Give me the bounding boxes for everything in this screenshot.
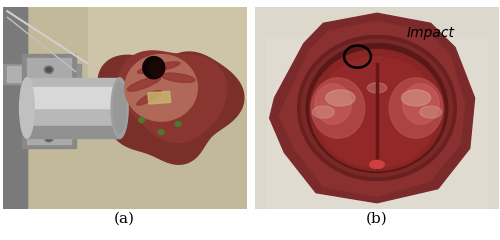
- Ellipse shape: [310, 49, 444, 170]
- Ellipse shape: [370, 160, 384, 168]
- Ellipse shape: [312, 106, 334, 118]
- Bar: [148, 91, 171, 104]
- Text: (b): (b): [366, 212, 388, 226]
- Ellipse shape: [402, 84, 439, 124]
- Ellipse shape: [162, 73, 195, 82]
- Bar: [88, 7, 246, 98]
- Polygon shape: [98, 52, 244, 164]
- Bar: [2, 64, 80, 84]
- Bar: [2, 7, 27, 209]
- Polygon shape: [118, 51, 226, 143]
- Circle shape: [44, 66, 54, 73]
- Circle shape: [158, 130, 164, 135]
- Ellipse shape: [306, 43, 448, 173]
- Bar: [8, 66, 76, 82]
- Bar: [22, 96, 34, 120]
- Ellipse shape: [311, 78, 365, 138]
- Bar: [27, 126, 120, 138]
- Ellipse shape: [316, 57, 438, 168]
- Bar: [27, 108, 71, 144]
- Bar: [267, 37, 487, 209]
- Ellipse shape: [138, 62, 180, 73]
- Bar: [27, 78, 120, 138]
- Ellipse shape: [143, 57, 165, 79]
- Circle shape: [46, 68, 52, 72]
- Ellipse shape: [111, 78, 128, 138]
- Ellipse shape: [326, 90, 355, 106]
- Ellipse shape: [128, 77, 160, 91]
- Ellipse shape: [114, 82, 126, 134]
- Circle shape: [46, 136, 52, 140]
- Ellipse shape: [136, 90, 161, 105]
- Ellipse shape: [298, 36, 456, 180]
- Polygon shape: [270, 13, 474, 203]
- Bar: [22, 104, 76, 148]
- Ellipse shape: [367, 83, 387, 93]
- Ellipse shape: [149, 61, 164, 76]
- Ellipse shape: [315, 84, 352, 124]
- Text: (a): (a): [114, 212, 135, 226]
- Ellipse shape: [420, 106, 442, 118]
- Bar: [27, 87, 120, 108]
- Bar: [27, 58, 71, 94]
- Bar: [22, 54, 76, 98]
- Ellipse shape: [389, 78, 443, 138]
- Circle shape: [138, 118, 144, 122]
- Circle shape: [44, 135, 54, 142]
- Text: Impact: Impact: [406, 26, 455, 40]
- Circle shape: [176, 122, 181, 126]
- Bar: [2, 7, 27, 209]
- Ellipse shape: [20, 78, 34, 138]
- Ellipse shape: [302, 39, 452, 177]
- Ellipse shape: [402, 90, 430, 106]
- Polygon shape: [280, 21, 465, 197]
- Polygon shape: [125, 54, 198, 121]
